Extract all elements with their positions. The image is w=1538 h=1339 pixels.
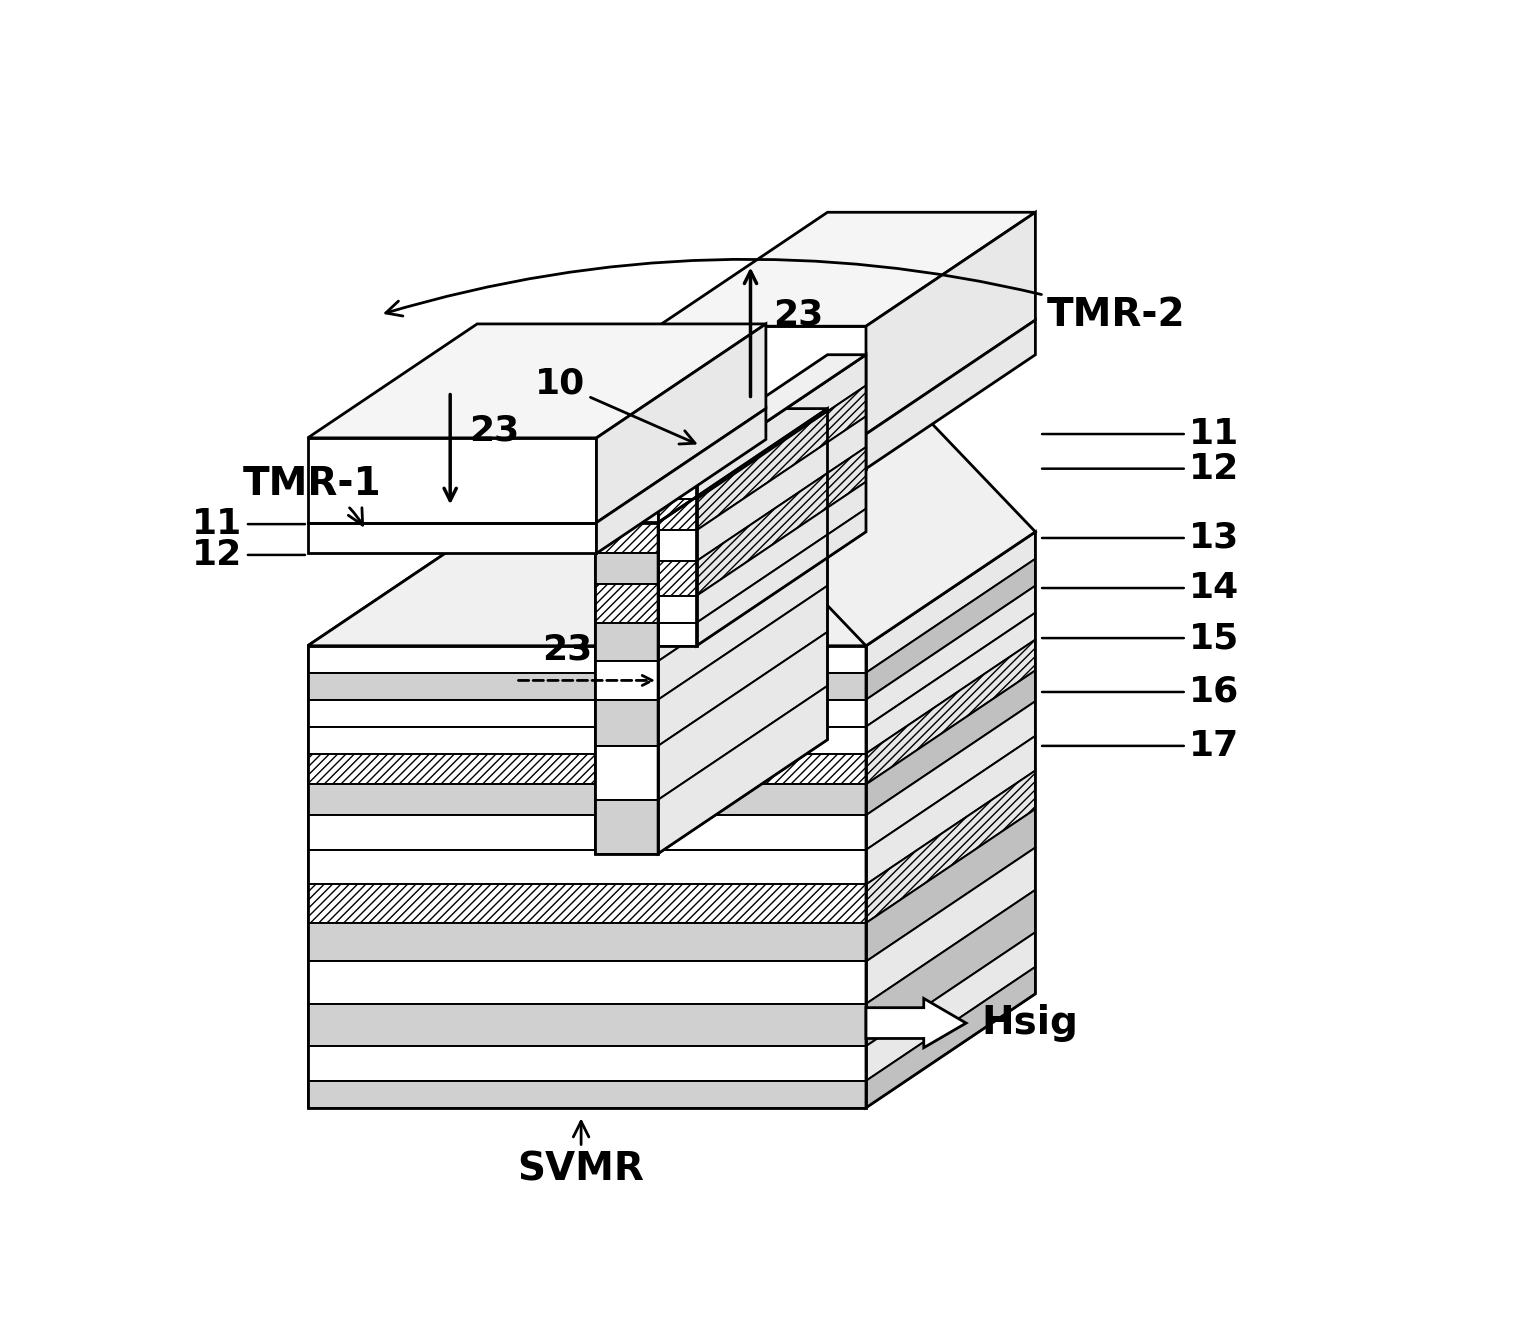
Polygon shape <box>866 613 1035 754</box>
Text: 11: 11 <box>192 507 305 541</box>
Polygon shape <box>866 967 1035 1107</box>
Polygon shape <box>308 1004 866 1046</box>
Polygon shape <box>308 645 866 672</box>
Text: TMR-2: TMR-2 <box>386 260 1186 333</box>
Polygon shape <box>308 700 866 727</box>
Polygon shape <box>595 746 658 799</box>
Text: TMR-1: TMR-1 <box>243 465 381 525</box>
Polygon shape <box>866 640 1035 785</box>
Polygon shape <box>595 799 658 854</box>
Polygon shape <box>658 585 827 746</box>
Polygon shape <box>697 355 1035 645</box>
Polygon shape <box>658 408 827 645</box>
Text: 23: 23 <box>469 414 520 447</box>
Polygon shape <box>658 434 866 469</box>
Polygon shape <box>658 355 866 469</box>
Polygon shape <box>658 408 827 553</box>
Text: 17: 17 <box>1043 728 1240 763</box>
Polygon shape <box>697 482 866 623</box>
Polygon shape <box>866 558 1035 700</box>
Polygon shape <box>308 727 866 754</box>
Text: 14: 14 <box>1043 570 1240 605</box>
Polygon shape <box>595 661 658 700</box>
Text: 16: 16 <box>1043 675 1240 708</box>
Polygon shape <box>308 1081 866 1107</box>
Polygon shape <box>308 522 597 553</box>
Polygon shape <box>308 961 866 1004</box>
Polygon shape <box>658 327 866 434</box>
Polygon shape <box>866 213 1035 434</box>
Polygon shape <box>697 416 866 561</box>
Polygon shape <box>866 848 1035 1004</box>
Polygon shape <box>866 890 1035 1046</box>
Polygon shape <box>697 355 866 499</box>
Polygon shape <box>658 530 697 561</box>
Text: 13: 13 <box>1043 521 1240 554</box>
Polygon shape <box>308 532 1035 645</box>
Polygon shape <box>866 320 1035 469</box>
Text: 23: 23 <box>774 297 824 332</box>
Polygon shape <box>658 499 697 530</box>
Polygon shape <box>658 623 697 645</box>
Polygon shape <box>697 386 866 530</box>
Polygon shape <box>697 509 866 645</box>
Text: 10: 10 <box>535 367 695 445</box>
Text: 11: 11 <box>1043 416 1240 451</box>
Polygon shape <box>308 438 597 522</box>
Polygon shape <box>308 324 766 438</box>
Polygon shape <box>866 999 966 1047</box>
Polygon shape <box>866 736 1035 885</box>
Text: 12: 12 <box>1043 451 1240 486</box>
Polygon shape <box>658 548 827 700</box>
Polygon shape <box>308 1046 866 1081</box>
Polygon shape <box>658 469 697 499</box>
Polygon shape <box>308 850 866 885</box>
Polygon shape <box>597 408 766 553</box>
Text: 15: 15 <box>1043 621 1240 655</box>
Polygon shape <box>308 672 866 700</box>
Polygon shape <box>866 932 1035 1081</box>
Polygon shape <box>595 522 658 553</box>
Polygon shape <box>658 470 827 623</box>
Polygon shape <box>308 785 866 815</box>
Polygon shape <box>866 585 1035 727</box>
Polygon shape <box>658 509 827 661</box>
Text: Hsig: Hsig <box>981 1004 1078 1042</box>
Polygon shape <box>308 815 866 850</box>
Polygon shape <box>866 809 1035 961</box>
Polygon shape <box>595 700 658 746</box>
Polygon shape <box>595 623 658 661</box>
Polygon shape <box>658 686 827 854</box>
Polygon shape <box>595 584 658 623</box>
Text: 23: 23 <box>543 632 592 667</box>
Polygon shape <box>697 447 866 596</box>
Polygon shape <box>866 702 1035 850</box>
Polygon shape <box>658 439 827 584</box>
Polygon shape <box>866 671 1035 815</box>
Polygon shape <box>866 532 1035 672</box>
Polygon shape <box>308 532 766 645</box>
Polygon shape <box>658 213 1035 327</box>
Polygon shape <box>597 324 766 522</box>
Text: 12: 12 <box>192 538 305 572</box>
Polygon shape <box>308 923 866 961</box>
Text: SVMR: SVMR <box>518 1121 644 1188</box>
Polygon shape <box>595 553 658 584</box>
Polygon shape <box>658 596 697 623</box>
Polygon shape <box>658 632 827 799</box>
Polygon shape <box>308 885 866 923</box>
Polygon shape <box>658 561 697 596</box>
Polygon shape <box>866 770 1035 923</box>
Polygon shape <box>595 408 827 522</box>
Polygon shape <box>308 754 866 785</box>
